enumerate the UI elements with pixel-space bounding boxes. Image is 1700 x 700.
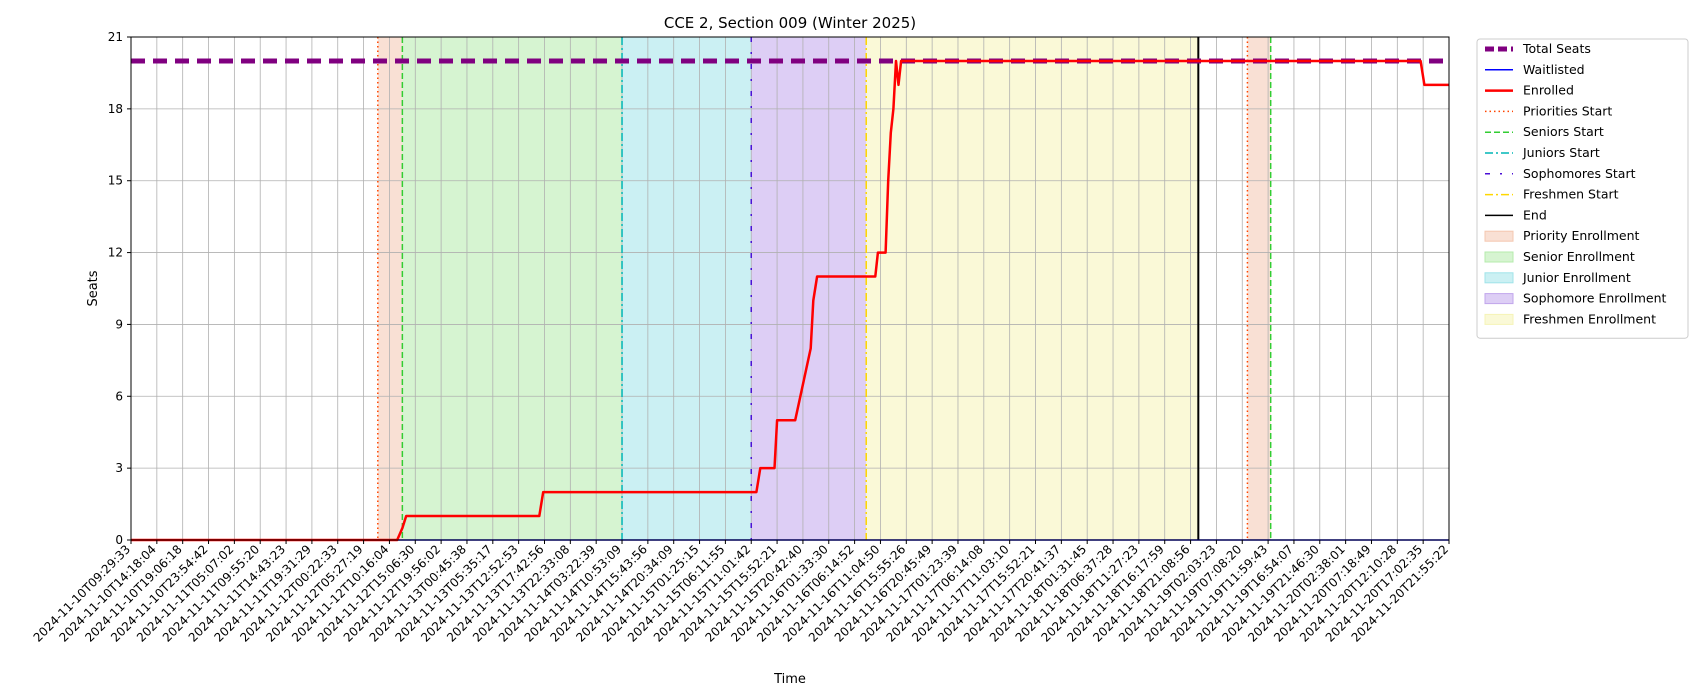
legend: Total Seats Waitlisted Enrolled Priorities … <box>1476 38 1689 339</box>
legend-label: Waitlisted <box>1523 62 1585 77</box>
x-axis: 2024-11-10T09:29:332024-11-10T14:18:0420… <box>31 540 1451 645</box>
phase-markers <box>377 37 1272 540</box>
plot-frame <box>130 36 1450 541</box>
legend-label: Sophomore Enrollment <box>1523 291 1667 306</box>
phase-band <box>377 37 403 540</box>
y-axis: 0 3 6 9 12 15 18 21 <box>108 30 131 547</box>
phase-band <box>866 37 1199 540</box>
legend-swatch <box>1484 313 1514 325</box>
legend-box <box>1476 38 1689 339</box>
legend-label: Freshmen Enrollment <box>1523 311 1656 326</box>
legend-swatch <box>1484 230 1514 242</box>
y-tick-label: 12 <box>108 246 123 260</box>
legend-label: Freshmen Start <box>1523 187 1619 202</box>
legend-label: Priority Enrollment <box>1523 228 1640 243</box>
y-tick-label: 9 <box>115 317 123 331</box>
phase-band <box>622 37 752 540</box>
legend-label: Priorities Start <box>1523 103 1612 118</box>
phase-band <box>751 37 867 540</box>
phase-band <box>402 37 623 540</box>
y-tick-label: 18 <box>108 102 123 116</box>
legend-label: Senior Enrollment <box>1523 249 1635 264</box>
legend-label: Sophomores Start <box>1523 166 1636 181</box>
phase-shading <box>377 37 1271 540</box>
grid-lines <box>130 36 1450 541</box>
x-axis-label: Time <box>773 672 806 687</box>
chart-title: CCE 2, Section 009 (Winter 2025) <box>664 14 916 32</box>
legend-swatch <box>1484 272 1514 284</box>
y-tick-label: 6 <box>115 389 123 403</box>
legend-label: Enrolled <box>1523 83 1574 98</box>
legend-label: Seniors Start <box>1523 124 1604 139</box>
legend-label: End <box>1523 207 1547 222</box>
legend-swatch <box>1484 251 1514 263</box>
y-tick-label: 3 <box>115 461 123 475</box>
y-tick-label: 0 <box>115 533 123 547</box>
series-line <box>131 59 1449 542</box>
y-axis-label: Seats <box>86 270 101 306</box>
legend-label: Total Seats <box>1522 41 1591 56</box>
y-tick-label: 21 <box>108 30 123 44</box>
legend-label: Junior Enrollment <box>1522 270 1631 285</box>
legend-swatch <box>1484 293 1514 305</box>
legend-label: Juniors Start <box>1522 145 1600 160</box>
phase-band <box>1247 37 1271 540</box>
y-tick-label: 15 <box>108 174 123 188</box>
